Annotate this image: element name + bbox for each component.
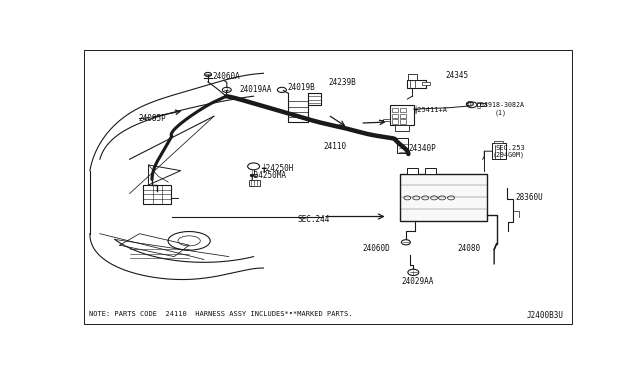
Bar	[250, 173, 257, 176]
Text: 24340P: 24340P	[408, 144, 436, 153]
Text: ╈24250MA: ╈24250MA	[249, 170, 285, 180]
Text: 24019AA: 24019AA	[240, 84, 272, 93]
FancyBboxPatch shape	[422, 82, 429, 85]
Text: (1): (1)	[494, 110, 506, 116]
Text: (294G0M): (294G0M)	[493, 152, 525, 158]
Bar	[400, 119, 406, 124]
Text: SEC.253: SEC.253	[495, 145, 525, 151]
Bar	[143, 185, 171, 203]
Text: 24345: 24345	[445, 71, 468, 80]
Bar	[494, 141, 503, 144]
Text: J2400B3U: J2400B3U	[527, 311, 564, 320]
Text: 24060A: 24060A	[213, 72, 241, 81]
Bar	[392, 108, 398, 112]
Bar	[383, 119, 390, 121]
FancyBboxPatch shape	[249, 180, 260, 186]
Text: 24060D: 24060D	[363, 244, 390, 253]
Bar	[392, 119, 398, 124]
Bar	[400, 108, 406, 112]
Text: 24029AA: 24029AA	[401, 277, 434, 286]
FancyBboxPatch shape	[408, 80, 426, 88]
Text: 24239B: 24239B	[328, 78, 356, 87]
Text: 24019B: 24019B	[287, 83, 315, 92]
FancyBboxPatch shape	[408, 74, 417, 80]
Bar	[400, 114, 406, 118]
Text: ⓝ08918-3082A: ⓝ08918-3082A	[477, 102, 525, 108]
FancyBboxPatch shape	[477, 103, 486, 106]
FancyBboxPatch shape	[397, 138, 408, 154]
FancyBboxPatch shape	[492, 144, 506, 159]
Text: 28360U: 28360U	[515, 193, 543, 202]
Text: 24085P: 24085P	[138, 114, 166, 123]
Text: NOTE: PARTS CODE  24110  HARNESS ASSY INCLUDES*•*MARKED PARTS.: NOTE: PARTS CODE 24110 HARNESS ASSY INCL…	[89, 311, 353, 317]
Bar	[400, 173, 487, 221]
Text: 24080: 24080	[457, 244, 480, 253]
FancyBboxPatch shape	[390, 105, 414, 125]
Text: 24110: 24110	[323, 142, 346, 151]
Text: ╈25411+A: ╈25411+A	[413, 106, 447, 114]
Bar	[425, 169, 436, 173]
Bar	[392, 114, 398, 118]
Text: SEC.244: SEC.244	[297, 215, 330, 224]
Text: ╈24250H: ╈24250H	[261, 163, 293, 173]
FancyBboxPatch shape	[396, 125, 410, 131]
Text: N: N	[468, 102, 472, 106]
Bar	[408, 169, 419, 173]
